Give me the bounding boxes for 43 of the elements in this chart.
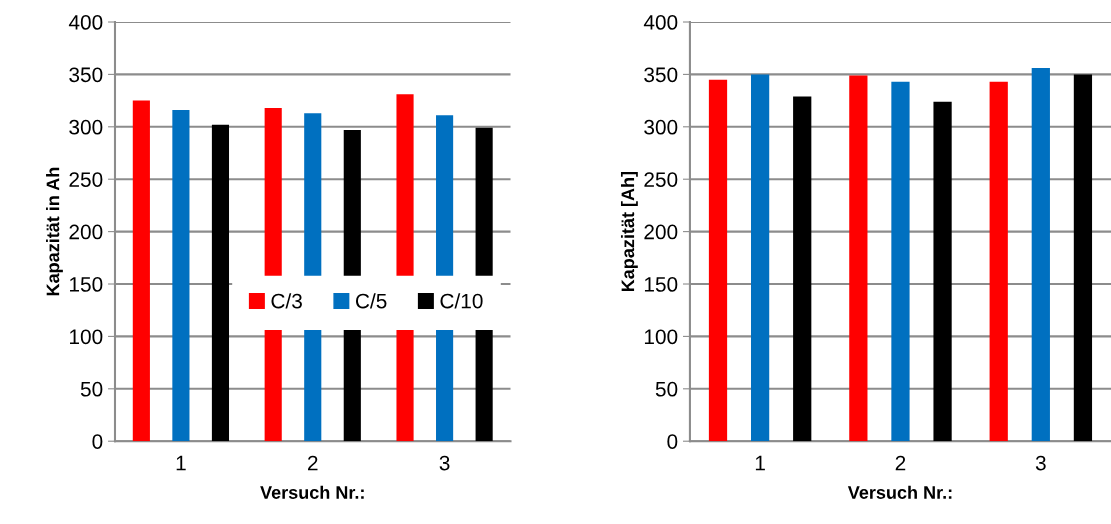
bar bbox=[750, 74, 770, 442]
x-tick-label: 3 bbox=[1035, 455, 1046, 471]
y-axis-title: Kapazität in Ah bbox=[46, 167, 63, 296]
bar bbox=[989, 81, 1008, 442]
x-tick-label: 2 bbox=[895, 455, 906, 471]
bar bbox=[849, 75, 868, 442]
bar bbox=[708, 79, 728, 442]
bar bbox=[172, 110, 190, 442]
y-tick-label: 250 bbox=[69, 172, 103, 187]
y-axis-title: Kapazität [Ah] bbox=[620, 171, 638, 292]
y-tick-label: 0 bbox=[92, 434, 103, 449]
y-tick-label: 250 bbox=[644, 172, 678, 187]
y-tick-label: 350 bbox=[644, 67, 678, 83]
bar bbox=[1073, 74, 1093, 442]
y-tick-label: 200 bbox=[69, 224, 103, 240]
y-tick-label: 150 bbox=[70, 277, 103, 292]
y-tick-label: 100 bbox=[644, 329, 678, 345]
legend-label: C/5 bbox=[355, 293, 387, 309]
y-tick-label: 200 bbox=[644, 224, 678, 240]
bar bbox=[793, 96, 812, 442]
x-axis-title: Versuch Nr.: bbox=[260, 485, 364, 499]
y-tick-label: 50 bbox=[80, 381, 103, 397]
y-tick-label: 0 bbox=[667, 434, 678, 449]
y-tick-label: 50 bbox=[655, 381, 678, 397]
x-tick-label: 2 bbox=[308, 455, 318, 471]
y-tick-label: 100 bbox=[70, 329, 103, 345]
y-tick-label: 400 bbox=[643, 15, 678, 30]
y-tick-label: 400 bbox=[68, 15, 103, 30]
x-axis-title: Versuch Nr.: bbox=[847, 485, 952, 499]
y-tick-label: 150 bbox=[644, 277, 678, 292]
x-tick-label: 1 bbox=[755, 455, 765, 471]
legend-label: C/3 bbox=[271, 293, 302, 309]
legend-label: C/10 bbox=[440, 293, 483, 309]
bar bbox=[132, 100, 150, 442]
bar bbox=[1031, 68, 1050, 442]
x-tick-label: 1 bbox=[176, 455, 186, 471]
x-tick-label: 3 bbox=[439, 455, 450, 471]
bar bbox=[891, 81, 910, 442]
y-tick-label: 350 bbox=[69, 67, 103, 83]
y-tick-label: 300 bbox=[644, 119, 678, 135]
y-tick-label: 300 bbox=[69, 119, 103, 135]
bar bbox=[933, 101, 952, 442]
bar bbox=[211, 124, 230, 442]
